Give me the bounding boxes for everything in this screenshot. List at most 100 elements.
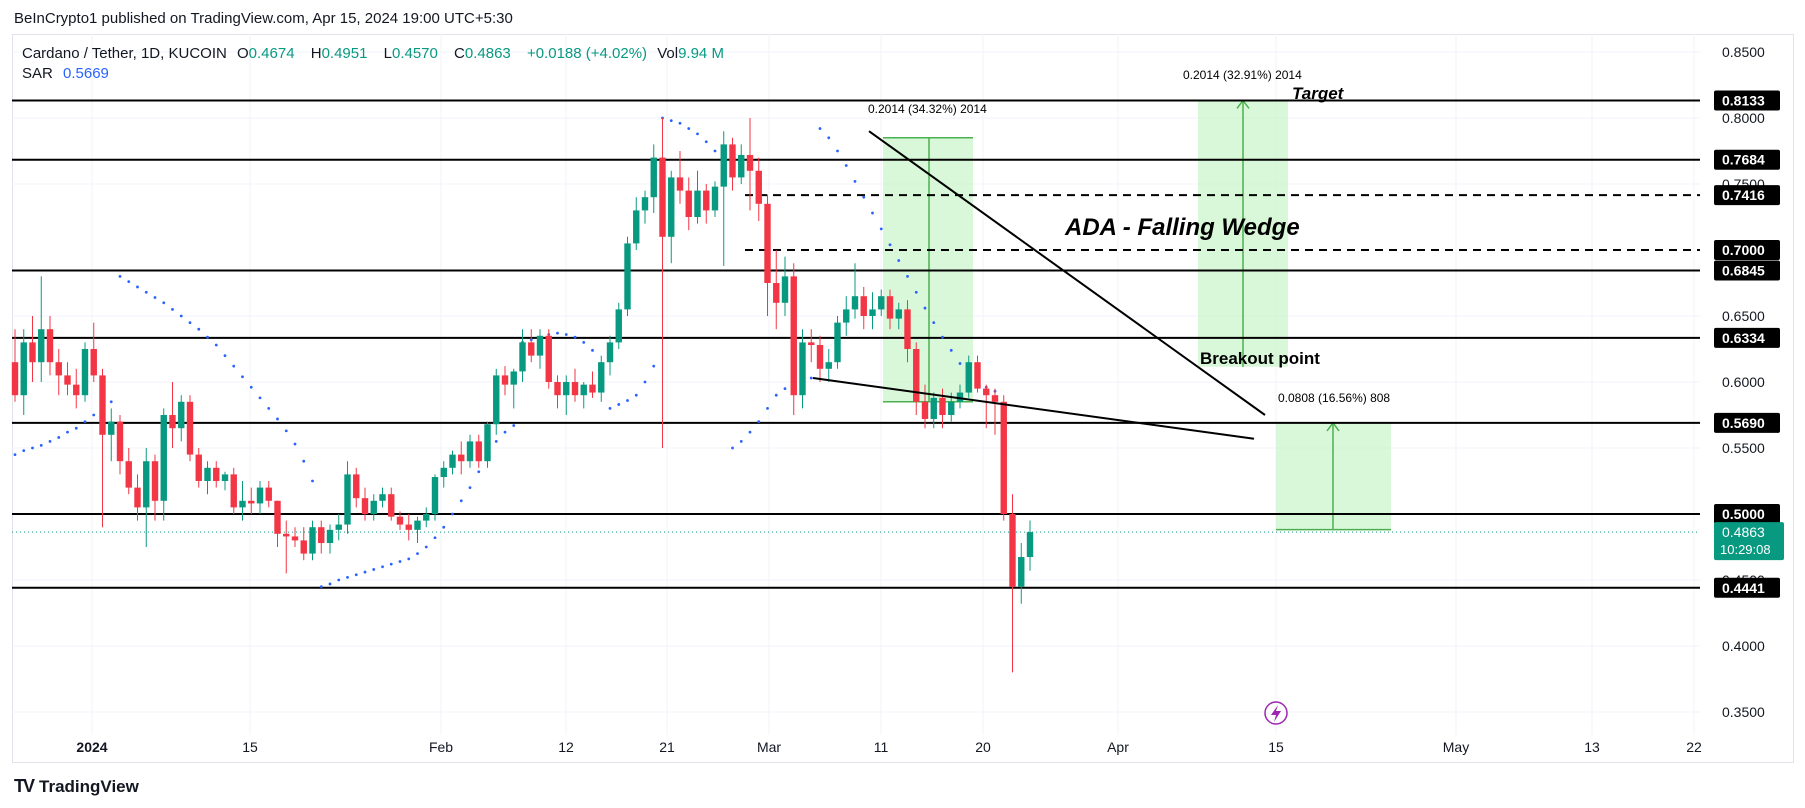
- sar-dot: [346, 575, 349, 579]
- sar-value: 0.5669: [63, 65, 109, 82]
- sar-dot: [652, 364, 656, 368]
- candle-body: [703, 190, 710, 211]
- sar-dot: [118, 275, 122, 278]
- x-tick-label: 15: [242, 739, 258, 755]
- sar-dot: [949, 348, 953, 352]
- sar-dot: [897, 259, 901, 262]
- candle-body: [134, 487, 141, 508]
- candle-body: [379, 494, 386, 501]
- sar-dot: [582, 341, 586, 344]
- sar-dot: [818, 127, 822, 130]
- candle-body: [11, 362, 19, 396]
- candle-body: [895, 309, 902, 319]
- candle-body: [265, 487, 272, 501]
- sar-dot: [136, 285, 139, 289]
- level-tag-0.6334: [1714, 327, 1780, 348]
- candle-body: [335, 524, 342, 530]
- sar-dot: [713, 149, 717, 153]
- candle-body: [309, 527, 316, 554]
- candle-body: [563, 382, 570, 396]
- candle-body: [519, 342, 526, 372]
- sar-label[interactable]: SAR: [22, 65, 53, 82]
- symbol-label[interactable]: Cardano / Tether, 1D, KUCOIN: [22, 45, 227, 62]
- tradingview-brand[interactable]: TV TradingView: [14, 776, 139, 797]
- candle-body: [344, 474, 351, 525]
- x-tick-label: Mar: [757, 739, 781, 755]
- candle-body: [90, 349, 97, 376]
- level-tag-0.7684: [1714, 149, 1780, 170]
- sar-dot: [442, 525, 446, 529]
- candle-body: [580, 384, 587, 396]
- level-tag-text: 0.5000: [1722, 506, 1765, 522]
- sar-dot: [731, 446, 734, 450]
- candle-body: [808, 342, 815, 346]
- candle-body: [554, 382, 561, 396]
- candle-body: [633, 210, 640, 244]
- sar-dot: [459, 499, 463, 503]
- candle-body: [108, 421, 115, 435]
- candle-body: [29, 342, 36, 363]
- chart-area[interactable]: [12, 34, 1794, 763]
- sar-dot: [389, 562, 393, 566]
- x-tick-label: 2024: [76, 739, 107, 755]
- sar-dot: [941, 335, 944, 339]
- candle-body: [1009, 514, 1016, 587]
- lightning-icon: [1264, 701, 1288, 725]
- wedge-upper-trendline: [868, 130, 1266, 416]
- sar-dot: [83, 420, 87, 423]
- candle-body: [720, 144, 727, 187]
- candle-body: [484, 424, 491, 462]
- level-tag-0.7000: [1714, 240, 1780, 260]
- sar-dot: [241, 375, 244, 379]
- sar-dot: [451, 512, 454, 516]
- candle-body: [423, 514, 430, 521]
- sar-dot: [844, 164, 848, 167]
- candle-body: [685, 190, 692, 217]
- level-tag-0.6845: [1714, 260, 1780, 281]
- candle-body: [598, 362, 605, 393]
- candle-body: [668, 177, 675, 237]
- level-tag-text: 0.7684: [1722, 152, 1765, 168]
- sar-dot: [48, 440, 52, 443]
- candle-body: [545, 335, 552, 382]
- candle-body: [466, 441, 474, 462]
- volume-label: Vol: [657, 45, 679, 62]
- sar-dot: [827, 136, 831, 140]
- candle-body: [274, 500, 281, 534]
- level-tag-text: 0.5690: [1722, 415, 1765, 431]
- candle-body: [589, 384, 596, 393]
- y-tick-label: 0.6500: [1722, 308, 1765, 324]
- candle-body: [729, 144, 736, 178]
- sar-dot: [494, 440, 498, 443]
- candle-body: [361, 498, 369, 514]
- sar-dot: [372, 568, 376, 571]
- sar-dot: [258, 396, 262, 400]
- candle-body: [186, 401, 194, 455]
- grid: [12, 34, 1700, 735]
- sar-dot: [809, 376, 813, 380]
- candle-body: [711, 186, 719, 211]
- level-tag-0.5000: [1714, 504, 1780, 524]
- candle-body: [825, 362, 832, 369]
- y-tick-label: 0.6000: [1722, 374, 1765, 390]
- sar-dot: [871, 211, 874, 215]
- sar-dot: [31, 446, 34, 450]
- open-label: O: [237, 45, 249, 62]
- candle-body: [694, 190, 701, 217]
- sar-dot: [906, 275, 909, 278]
- sar-dot: [276, 417, 279, 421]
- high-label: H: [310, 45, 322, 62]
- sar-dot: [206, 335, 209, 339]
- candle-body: [73, 384, 80, 396]
- sar-dot: [923, 306, 927, 310]
- level-tag-0.7416: [1714, 185, 1780, 206]
- target-label: Target: [1292, 84, 1345, 103]
- candle-body: [414, 520, 421, 530]
- candle-body: [440, 467, 447, 478]
- candle-body: [571, 382, 579, 396]
- candle-body: [64, 375, 71, 385]
- candle-body: [1018, 557, 1025, 587]
- sar-dot: [197, 327, 201, 331]
- sar-dot: [179, 314, 183, 318]
